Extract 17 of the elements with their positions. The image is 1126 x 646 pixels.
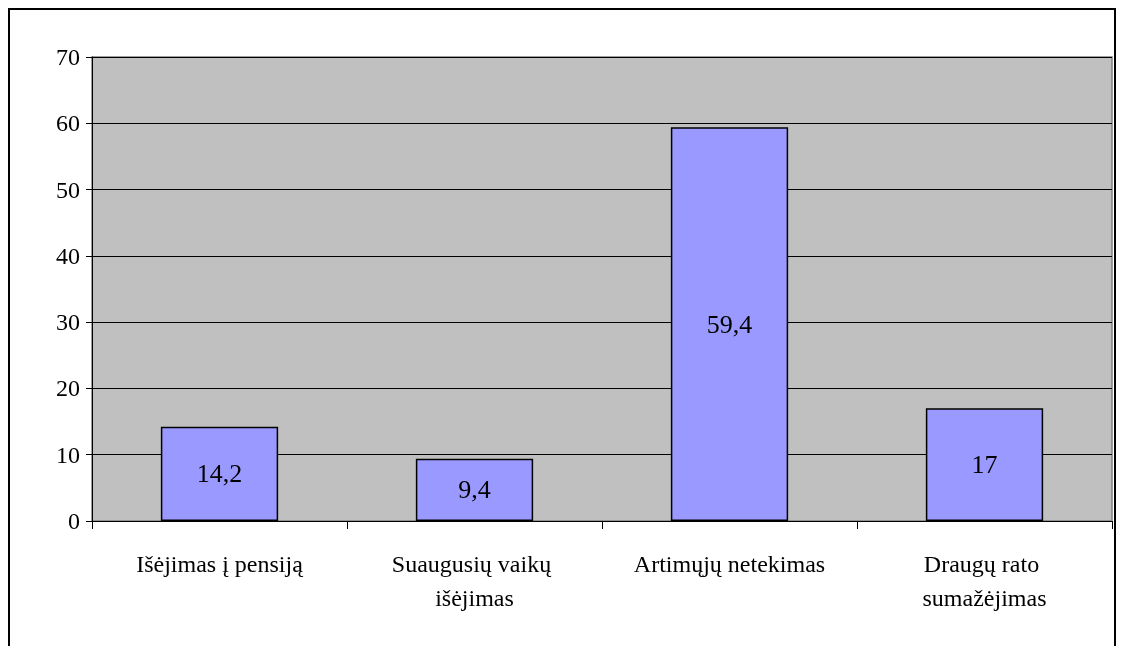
data-label: 17 [971, 450, 998, 480]
y-tick-label: 70 [56, 44, 80, 70]
x-tick-label: Išėjimas į pensiją [136, 551, 304, 577]
data-label: 14,2 [196, 459, 243, 489]
y-tick-label: 0 [68, 508, 80, 534]
x-tick-label: Suaugusių vaikų išėjimas [391, 551, 558, 611]
data-label: 9,4 [458, 475, 491, 505]
y-tick-label: 10 [56, 441, 80, 468]
y-tick-label: 50 [56, 176, 80, 203]
y-tick-label: 60 [56, 110, 80, 137]
y-tick-label: 20 [56, 375, 80, 402]
y-tick-label: 30 [56, 309, 80, 336]
x-tick-label: Draugų rato sumažėjimas [922, 551, 1047, 611]
data-label: 59,4 [706, 309, 753, 339]
x-tick-label: Artimųjų netekimas [633, 551, 826, 577]
bar [415, 458, 534, 521]
y-tick-label: 40 [56, 242, 80, 269]
